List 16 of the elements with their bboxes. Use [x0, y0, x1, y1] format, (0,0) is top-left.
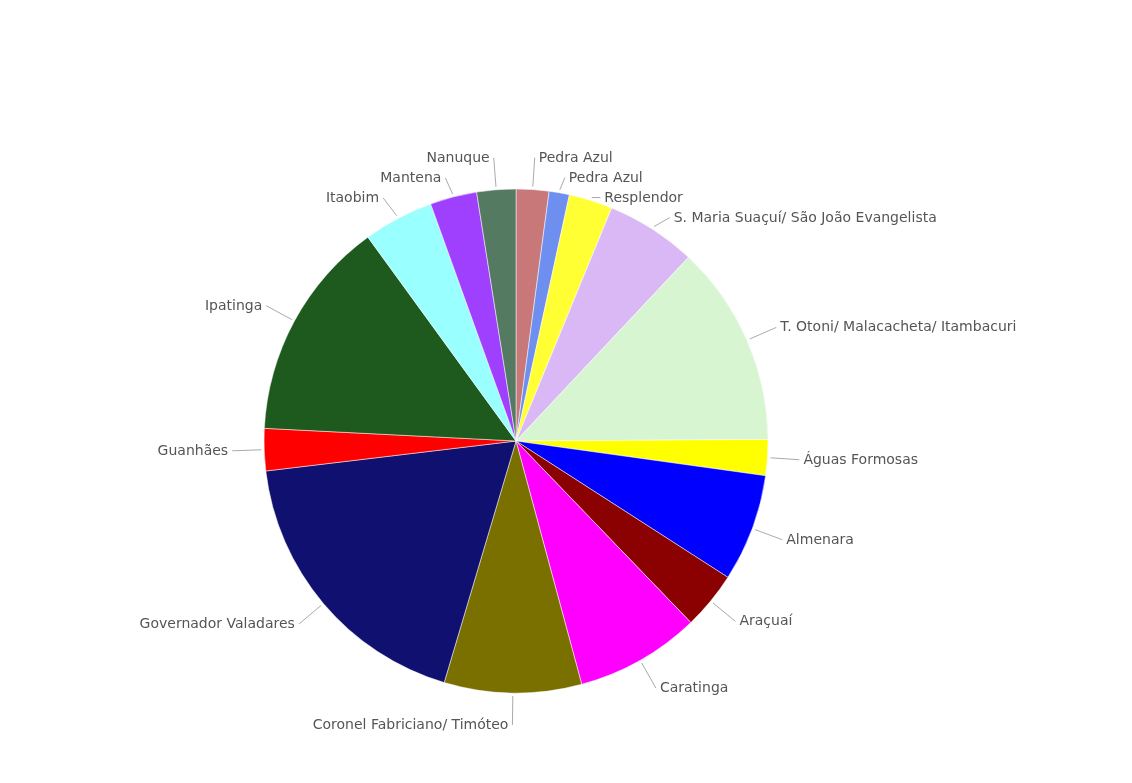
slice-label: Águas Formosas: [803, 450, 919, 467]
slice-label: Nanuque: [426, 148, 490, 165]
slice-label: T. Otoni/ Malacacheta/ Itambacuri: [779, 318, 1017, 335]
slice-label: Ipatinga: [204, 296, 263, 313]
slice-label: Coronel Fabriciano/ Timóteo: [312, 715, 509, 732]
slice-label: Governador Valadares: [139, 615, 295, 632]
slice-label: Araçuaí: [739, 612, 794, 629]
slice-label: Caratinga: [659, 679, 729, 696]
slice-label: Itaobim: [325, 188, 380, 205]
slice-label: Pedra Azul: [538, 148, 613, 165]
slice-label: Mantena: [380, 168, 442, 185]
slice-label: Resplendor: [604, 188, 684, 205]
slice-label: Almenara: [786, 530, 854, 547]
slice-label: S. Maria Suaçuí/ São João Evangelista: [673, 208, 937, 225]
slice-label: Guanhães: [157, 441, 229, 458]
slice-label: Pedra Azul: [568, 168, 643, 185]
